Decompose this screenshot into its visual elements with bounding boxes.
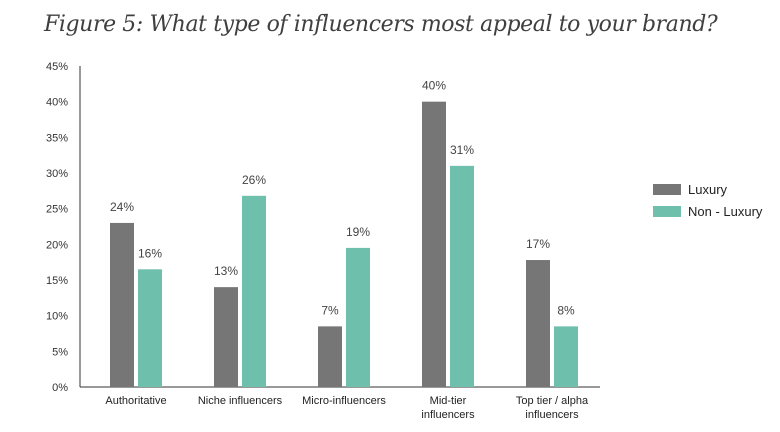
legend-swatch [653,184,681,195]
data-label: 8% [557,303,575,317]
bar [526,260,550,387]
y-tick-label: 5% [52,346,68,358]
data-label: 7% [321,303,339,317]
data-label: 24% [110,200,134,214]
y-tick-label: 40% [46,97,68,109]
bar [450,165,474,387]
y-tick-label: 35% [46,132,68,144]
data-label: 19% [346,225,370,239]
y-tick-label: 30% [46,168,68,180]
bar [242,195,266,387]
y-tick-label: 25% [46,204,68,216]
x-tick-label: Top tier / alpha [516,395,589,407]
data-label: 13% [214,264,238,278]
x-tick-label: Niche influencers [198,395,283,407]
y-tick-label: 10% [46,311,68,323]
data-label: 31% [450,143,474,157]
x-tick-label: influencers [525,409,579,421]
bar [138,269,162,387]
data-label: 40% [422,79,446,93]
data-label: 17% [526,237,550,251]
data-label: 26% [242,173,266,187]
legend: Luxury Non - Luxury [653,182,763,219]
category-labels: Authoritative Niche influencers Micro-infl… [105,395,589,421]
x-tick-label: influencers [421,409,475,421]
bar [554,326,578,387]
bar [346,247,370,387]
y-tick-label: 15% [46,275,68,287]
data-labels: 24% 16% 13% 26% 7% 19% 40% 31% 17% 8% [110,79,575,318]
chart-title: Figure 5: What type of influencers most … [44,12,718,37]
bar [214,287,238,387]
x-tick-label: Authoritative [105,395,166,407]
bar [318,326,342,387]
legend-label: Luxury [688,182,728,197]
bar [422,101,446,388]
data-label: 16% [138,246,162,260]
y-tick-label: 0% [52,382,68,394]
legend-swatch [653,206,681,217]
bars [110,101,578,388]
legend-label: Non - Luxury [688,204,763,219]
bar [110,222,134,387]
x-tick-label: Micro-influencers [302,395,386,407]
y-tick-label: 20% [46,239,68,251]
y-tick-label: 45% [46,61,68,73]
x-tick-label: Mid-tier [430,395,467,407]
